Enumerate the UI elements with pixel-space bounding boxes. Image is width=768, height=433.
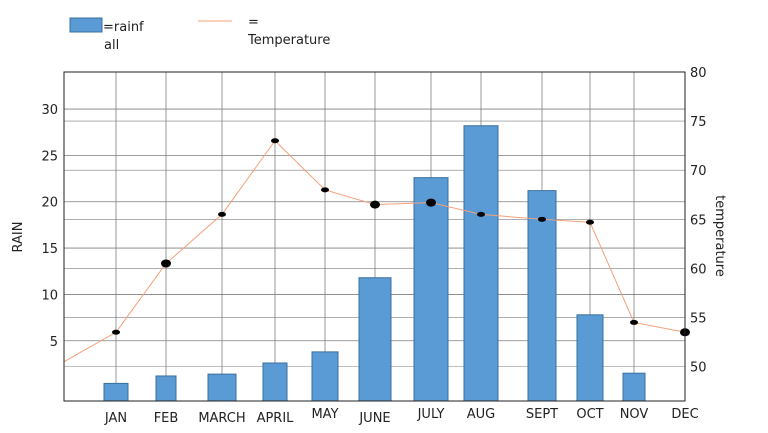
temperature-marker (477, 211, 485, 217)
legend-rain-label-line2: all (104, 38, 119, 53)
rain-bar (207, 373, 237, 402)
rain-bar (463, 125, 499, 402)
temperature-marker (112, 329, 120, 335)
left-tick-label: 25 (41, 149, 58, 164)
x-tick-labels: JAN FEB MARCH APRIL MAY JUNE JULY AUG SEPT OCT NOV… (104, 407, 699, 426)
right-tick-label: 75 (690, 115, 707, 130)
right-tick-label: 70 (690, 164, 707, 179)
right-tick-label: 80 (690, 66, 707, 81)
rain-bar (576, 314, 604, 402)
x-tick-label: JULY (417, 407, 445, 422)
x-tick-label: JUNE (358, 411, 390, 426)
temperature-marker (426, 198, 436, 207)
x-tick-label: MAY (311, 407, 338, 422)
legend-temperature-label-line2: Temperature (247, 33, 330, 48)
x-tick-label: MARCH (198, 411, 245, 426)
rain-bar (358, 277, 392, 402)
rain-bars (103, 125, 646, 402)
temperature-marker (161, 259, 171, 268)
rain-bar (622, 372, 646, 402)
x-tick-label: APRIL (257, 411, 295, 426)
right-tick-label: 55 (690, 312, 707, 327)
temperature-marker (321, 187, 329, 193)
rain-bar (262, 362, 288, 402)
left-tick-labels: 5 10 15 20 25 30 (41, 103, 58, 350)
x-tick-label: OCT (576, 407, 603, 422)
x-tick-label: DEC (671, 407, 698, 422)
rain-bar (103, 382, 129, 402)
legend-rain-label-line1: =rainf (103, 20, 144, 35)
x-tick-label: NOV (620, 407, 649, 422)
plot-frame (63, 71, 686, 402)
left-tick-label: 30 (41, 103, 58, 118)
x-tick-label: AUG (467, 407, 495, 422)
left-tick-label: 5 (50, 335, 58, 350)
rain-bar (413, 177, 449, 402)
temperature-marker (586, 219, 594, 225)
left-axis-title: RAIN (11, 222, 26, 253)
rain-bar (527, 190, 557, 402)
right-tick-labels: 50 55 60 65 70 75 80 (690, 66, 707, 376)
left-tick-label: 20 (41, 196, 58, 211)
right-tick-label: 65 (690, 213, 707, 228)
temperature-marker (538, 216, 546, 222)
x-tick-label: SEPT (526, 407, 558, 422)
x-tick-label: FEB (154, 411, 179, 426)
temperature-marker (218, 211, 226, 217)
left-tick-label: 10 (41, 288, 58, 303)
temperature-marker (271, 138, 279, 144)
temperature-line (63, 138, 690, 363)
left-tick-label: 15 (41, 242, 58, 257)
right-tick-label: 50 (690, 361, 707, 376)
x-tick-label: JAN (104, 411, 127, 426)
rain-bar (311, 351, 339, 402)
legend-temperature-label-line1: = (248, 15, 259, 30)
legend-rain-swatch (69, 17, 103, 33)
temperature-marker (630, 319, 638, 325)
right-axis-title: temperature (712, 195, 727, 277)
legend: =rainf all = Temperature (69, 15, 330, 53)
right-tick-label: 60 (690, 262, 707, 277)
rain-bar (155, 375, 177, 402)
temperature-marker (370, 200, 380, 209)
